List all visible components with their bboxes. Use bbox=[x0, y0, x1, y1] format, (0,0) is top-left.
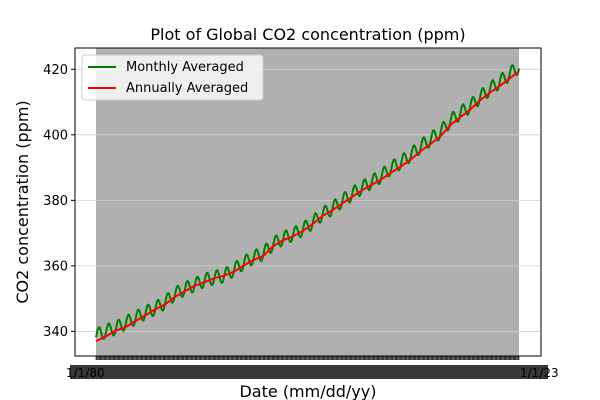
x-tick-labels-overlap bbox=[70, 365, 548, 379]
legend: Monthly Averaged Annually Averaged bbox=[81, 54, 264, 101]
x-tick-label-end: 1/1/23 bbox=[520, 366, 559, 380]
y-tick-label: 360 bbox=[43, 259, 68, 274]
legend-monthly-label: Monthly Averaged bbox=[126, 60, 244, 75]
y-axis-label: CO2 concentration (ppm) bbox=[13, 100, 32, 303]
y-tick-label: 340 bbox=[43, 325, 68, 340]
monthly-averaged-line bbox=[95, 64, 520, 340]
legend-annual-label: Annually Averaged bbox=[126, 81, 248, 96]
chart-title: Plot of Global CO2 concentration (ppm) bbox=[150, 25, 465, 44]
annually-averaged-line bbox=[95, 70, 520, 343]
x-axis-label: Date (mm/dd/yy) bbox=[239, 382, 376, 400]
x-ticks bbox=[70, 356, 548, 379]
x-tick-label-start: 1/1/80 bbox=[66, 366, 105, 380]
y-ticks: 340 360 380 400 420 bbox=[43, 63, 75, 340]
series-group bbox=[95, 64, 520, 343]
axes-frame bbox=[74, 47, 542, 357]
legend-box bbox=[81, 54, 264, 101]
y-tick-label: 420 bbox=[43, 63, 68, 78]
y-tick-label: 400 bbox=[43, 128, 68, 143]
y-tick-label: 380 bbox=[43, 194, 68, 209]
